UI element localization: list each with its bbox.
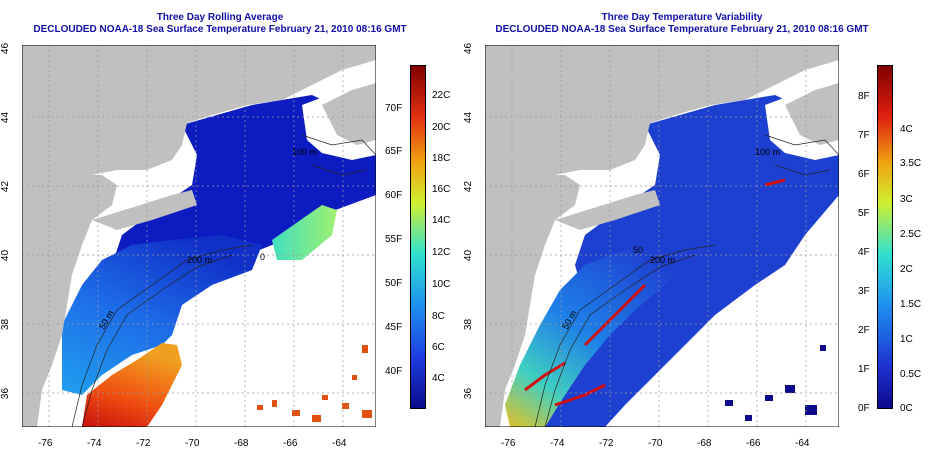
sst-cb-f-65: 65F (385, 146, 403, 157)
sst-cb-f-45: 45F (385, 322, 403, 333)
right-ytick-38: 38 (463, 318, 475, 331)
sst-cb-c-14: 14C (432, 215, 451, 226)
land-coast-west (485, 170, 580, 427)
sst-cb-c-18: 18C (432, 153, 451, 164)
left-ytick-38: 38 (0, 318, 12, 331)
low-variability-region (545, 95, 839, 427)
right-xtick-64: -64 (795, 438, 810, 449)
sst-cb-c-4: 4C (432, 373, 445, 384)
variability-colorbar (877, 65, 893, 409)
sst-cb-c-20: 20C (432, 122, 451, 133)
sst-cb-f-40: 40F (385, 366, 403, 377)
right-ytick-40: 40 (463, 249, 475, 262)
var-cb-c-2: 2C (900, 264, 913, 275)
var-cb-c-1.5: 1.5C (900, 299, 922, 310)
left-xtick-76: -76 (38, 438, 53, 449)
left-ytick-46: 46 (0, 42, 12, 55)
left-xtick-72: -72 (136, 438, 151, 449)
left-xtick-70: -70 (185, 438, 200, 449)
variability-map: 100 m 200 m 50 m 50 (485, 45, 839, 427)
high-variability-streaks (524, 178, 786, 407)
left-title-line2: DECLOUDED NOAA-18 Sea Surface Temperatur… (33, 24, 407, 35)
sst-cb-c-16: 16C (432, 184, 451, 195)
sst-cb-c-22: 22C (432, 90, 451, 101)
sst-cb-f-60: 60F (385, 190, 403, 201)
left-xtick-64: -64 (332, 438, 347, 449)
right-ytick-42: 42 (463, 180, 475, 193)
right-xtick-70: -70 (648, 438, 663, 449)
right-xtick-74: -74 (550, 438, 565, 449)
var-cb-c-1: 1C (900, 334, 913, 345)
right-title-line2: DECLOUDED NOAA-18 Sea Surface Temperatur… (495, 24, 869, 35)
graticule-lines (485, 45, 839, 427)
right-ytick-36: 36 (463, 387, 475, 400)
var-cb-c-3: 3C (900, 194, 913, 205)
var-cb-c-0: 0C (900, 403, 913, 414)
var-cb-c-3.5: 3.5C (900, 158, 922, 169)
right-xtick-72: -72 (599, 438, 614, 449)
warm-scatter-pixels (257, 345, 372, 422)
right-ytick-46: 46 (463, 42, 475, 55)
land-north (485, 45, 839, 175)
right-xtick-68: -68 (697, 438, 712, 449)
land-north (22, 45, 376, 175)
var-cb-f-8: 8F (858, 91, 870, 102)
sst-cb-c-10: 10C (432, 279, 451, 290)
land-nova-scotia-gray (785, 83, 839, 145)
sst-cb-c-12: 12C (432, 247, 451, 258)
long-island (92, 190, 197, 230)
long-island (555, 190, 660, 230)
var-cb-f-7: 7F (858, 130, 870, 141)
contour-label-200m: 200 m (187, 255, 212, 265)
var-cb-f-1: 1F (858, 364, 870, 375)
left-ytick-42: 42 (0, 180, 12, 193)
var-cb-f-3: 3F (858, 286, 870, 297)
var-cb-c-2.5: 2.5C (900, 229, 922, 240)
right-title-line1: Three Day Temperature Variability (601, 12, 763, 23)
var-cb-c-4: 4C (900, 124, 913, 135)
bathymetry-contours (71, 134, 376, 427)
shelf-water-region (62, 235, 262, 395)
left-xtick-68: -68 (234, 438, 249, 449)
right-xtick-76: -76 (501, 438, 516, 449)
left-ytick-44: 44 (0, 111, 12, 124)
left-xtick-66: -66 (283, 438, 298, 449)
sst-cb-c-6: 6C (432, 342, 445, 353)
scattered-pixels (725, 345, 826, 421)
graticule-lines (22, 45, 376, 427)
gulf-stream-warm-water (82, 343, 182, 427)
var-cb-f-0: 0F (858, 403, 870, 414)
contour-label-200m: 200 m (650, 255, 675, 265)
right-ytick-44: 44 (463, 111, 475, 124)
slope-water-patch (272, 205, 337, 260)
contour-label-50: 50 (633, 245, 643, 255)
left-ytick-40: 40 (0, 249, 12, 262)
contour-label-100m: 100 m (755, 147, 780, 157)
left-title-line1: Three Day Rolling Average (156, 12, 284, 23)
sst-cb-c-8: 8C (432, 311, 445, 322)
land-nova-scotia-gray (322, 83, 376, 145)
sst-cb-f-70: 70F (385, 103, 403, 114)
sst-map: 100 m 200 m 50 m 0 (22, 45, 376, 427)
contour-label-100m: 100 m (292, 147, 317, 157)
sst-cb-f-55: 55F (385, 234, 403, 245)
land-coast-west (22, 170, 117, 427)
left-ytick-36: 36 (0, 387, 12, 400)
sst-cb-f-50: 50F (385, 278, 403, 289)
bathymetry-contours (534, 134, 839, 427)
var-cb-f-2: 2F (858, 325, 870, 336)
left-xtick-74: -74 (87, 438, 102, 449)
shelf-variability-band (505, 245, 695, 427)
var-cb-f-6: 6F (858, 169, 870, 180)
sst-colorbar (410, 65, 426, 409)
contour-label-0: 0 (260, 252, 265, 262)
var-cb-c-0.5: 0.5C (900, 369, 922, 380)
var-cb-f-5: 5F (858, 208, 870, 219)
var-cb-f-4: 4F (858, 247, 870, 258)
right-xtick-66: -66 (746, 438, 761, 449)
